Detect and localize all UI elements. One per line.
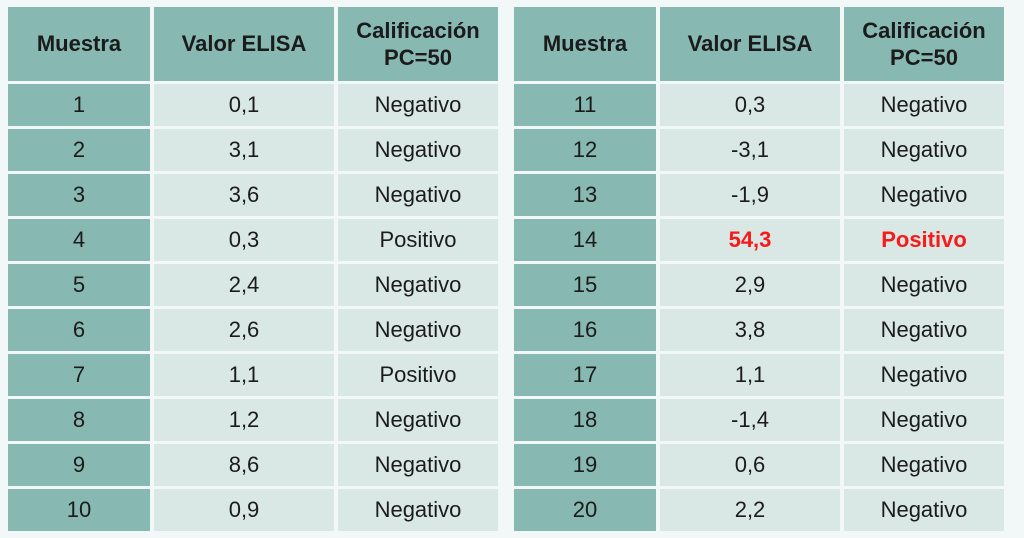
- table-row: 18 -1,4 Negativo: [514, 399, 1004, 441]
- table-row: 10 0,9 Negativo: [8, 489, 498, 531]
- muestra-cell: 5: [8, 264, 150, 306]
- table-row: 1 0,1 Negativo: [8, 84, 498, 126]
- valor-elisa-cell: 0,6: [660, 444, 840, 486]
- calificacion-cell-highlighted: Positivo: [844, 219, 1004, 261]
- muestra-cell: 18: [514, 399, 656, 441]
- muestra-cell: 1: [8, 84, 150, 126]
- calificacion-cell: Negativo: [844, 129, 1004, 171]
- calificacion-cell: Negativo: [844, 489, 1004, 531]
- calificacion-cell: Negativo: [338, 444, 498, 486]
- muestra-cell: 13: [514, 174, 656, 216]
- valor-elisa-cell: 2,4: [154, 264, 334, 306]
- muestra-cell: 19: [514, 444, 656, 486]
- calificacion-cell: Negativo: [338, 174, 498, 216]
- muestra-cell: 3: [8, 174, 150, 216]
- calificacion-cell: Negativo: [844, 444, 1004, 486]
- muestra-cell: 8: [8, 399, 150, 441]
- table-row: 3 3,6 Negativo: [8, 174, 498, 216]
- muestra-cell: 4: [8, 219, 150, 261]
- header-muestra: Muestra: [514, 7, 656, 81]
- muestra-cell: 6: [8, 309, 150, 351]
- valor-elisa-cell: 0,1: [154, 84, 334, 126]
- elisa-results-table-11-20: Muestra Valor ELISA Calificación PC=50 1…: [510, 4, 1008, 534]
- valor-elisa-cell: 1,1: [660, 354, 840, 396]
- calificacion-cell: Negativo: [338, 399, 498, 441]
- muestra-cell: 15: [514, 264, 656, 306]
- muestra-cell: 2: [8, 129, 150, 171]
- calificacion-cell: Negativo: [844, 174, 1004, 216]
- table-row: 8 1,2 Negativo: [8, 399, 498, 441]
- valor-elisa-cell: -1,9: [660, 174, 840, 216]
- table-row: 9 8,6 Negativo: [8, 444, 498, 486]
- valor-elisa-cell: -3,1: [660, 129, 840, 171]
- table-row: 5 2,4 Negativo: [8, 264, 498, 306]
- valor-elisa-cell: 0,9: [154, 489, 334, 531]
- valor-elisa-cell-highlighted: 54,3: [660, 219, 840, 261]
- muestra-cell: 7: [8, 354, 150, 396]
- header-muestra: Muestra: [8, 7, 150, 81]
- table-row: 19 0,6 Negativo: [514, 444, 1004, 486]
- valor-elisa-cell: 3,8: [660, 309, 840, 351]
- calificacion-cell: Negativo: [844, 399, 1004, 441]
- calificacion-cell: Negativo: [844, 354, 1004, 396]
- table-row: 20 2,2 Negativo: [514, 489, 1004, 531]
- calificacion-cell: Negativo: [844, 309, 1004, 351]
- calificacion-cell: Negativo: [844, 264, 1004, 306]
- calificacion-cell: Negativo: [338, 309, 498, 351]
- header-calificacion: Calificación PC=50: [338, 7, 498, 81]
- table-row-highlighted: 14 54,3 Positivo: [514, 219, 1004, 261]
- muestra-cell: 12: [514, 129, 656, 171]
- valor-elisa-cell: 3,6: [154, 174, 334, 216]
- valor-elisa-cell: 1,2: [154, 399, 334, 441]
- calificacion-cell: Negativo: [338, 489, 498, 531]
- valor-elisa-cell: -1,4: [660, 399, 840, 441]
- valor-elisa-cell: 2,9: [660, 264, 840, 306]
- table-row: 4 0,3 Positivo: [8, 219, 498, 261]
- table-row: 7 1,1 Positivo: [8, 354, 498, 396]
- header-valor-elisa: Valor ELISA: [660, 7, 840, 81]
- table-row: 17 1,1 Negativo: [514, 354, 1004, 396]
- muestra-cell: 17: [514, 354, 656, 396]
- header-valor-elisa: Valor ELISA: [154, 7, 334, 81]
- table-row: 6 2,6 Negativo: [8, 309, 498, 351]
- muestra-cell: 10: [8, 489, 150, 531]
- table-row: 12 -3,1 Negativo: [514, 129, 1004, 171]
- valor-elisa-cell: 0,3: [660, 84, 840, 126]
- valor-elisa-cell: 2,2: [660, 489, 840, 531]
- muestra-cell: 16: [514, 309, 656, 351]
- table-row: 2 3,1 Negativo: [8, 129, 498, 171]
- calificacion-cell: Negativo: [844, 84, 1004, 126]
- calificacion-cell: Positivo: [338, 219, 498, 261]
- calificacion-cell: Negativo: [338, 264, 498, 306]
- calificacion-cell: Positivo: [338, 354, 498, 396]
- valor-elisa-cell: 0,3: [154, 219, 334, 261]
- muestra-cell: 9: [8, 444, 150, 486]
- table-row: 16 3,8 Negativo: [514, 309, 1004, 351]
- table-row: 11 0,3 Negativo: [514, 84, 1004, 126]
- muestra-cell: 20: [514, 489, 656, 531]
- header-calificacion: Calificación PC=50: [844, 7, 1004, 81]
- muestra-cell: 14: [514, 219, 656, 261]
- calificacion-cell: Negativo: [338, 84, 498, 126]
- muestra-cell: 11: [514, 84, 656, 126]
- calificacion-cell: Negativo: [338, 129, 498, 171]
- elisa-results-table-1-10: Muestra Valor ELISA Calificación PC=50 1…: [4, 4, 502, 534]
- valor-elisa-cell: 1,1: [154, 354, 334, 396]
- valor-elisa-cell: 2,6: [154, 309, 334, 351]
- table-row: 13 -1,9 Negativo: [514, 174, 1004, 216]
- table-row: 15 2,9 Negativo: [514, 264, 1004, 306]
- valor-elisa-cell: 8,6: [154, 444, 334, 486]
- header-row: Muestra Valor ELISA Calificación PC=50: [514, 7, 1004, 81]
- header-row: Muestra Valor ELISA Calificación PC=50: [8, 7, 498, 81]
- valor-elisa-cell: 3,1: [154, 129, 334, 171]
